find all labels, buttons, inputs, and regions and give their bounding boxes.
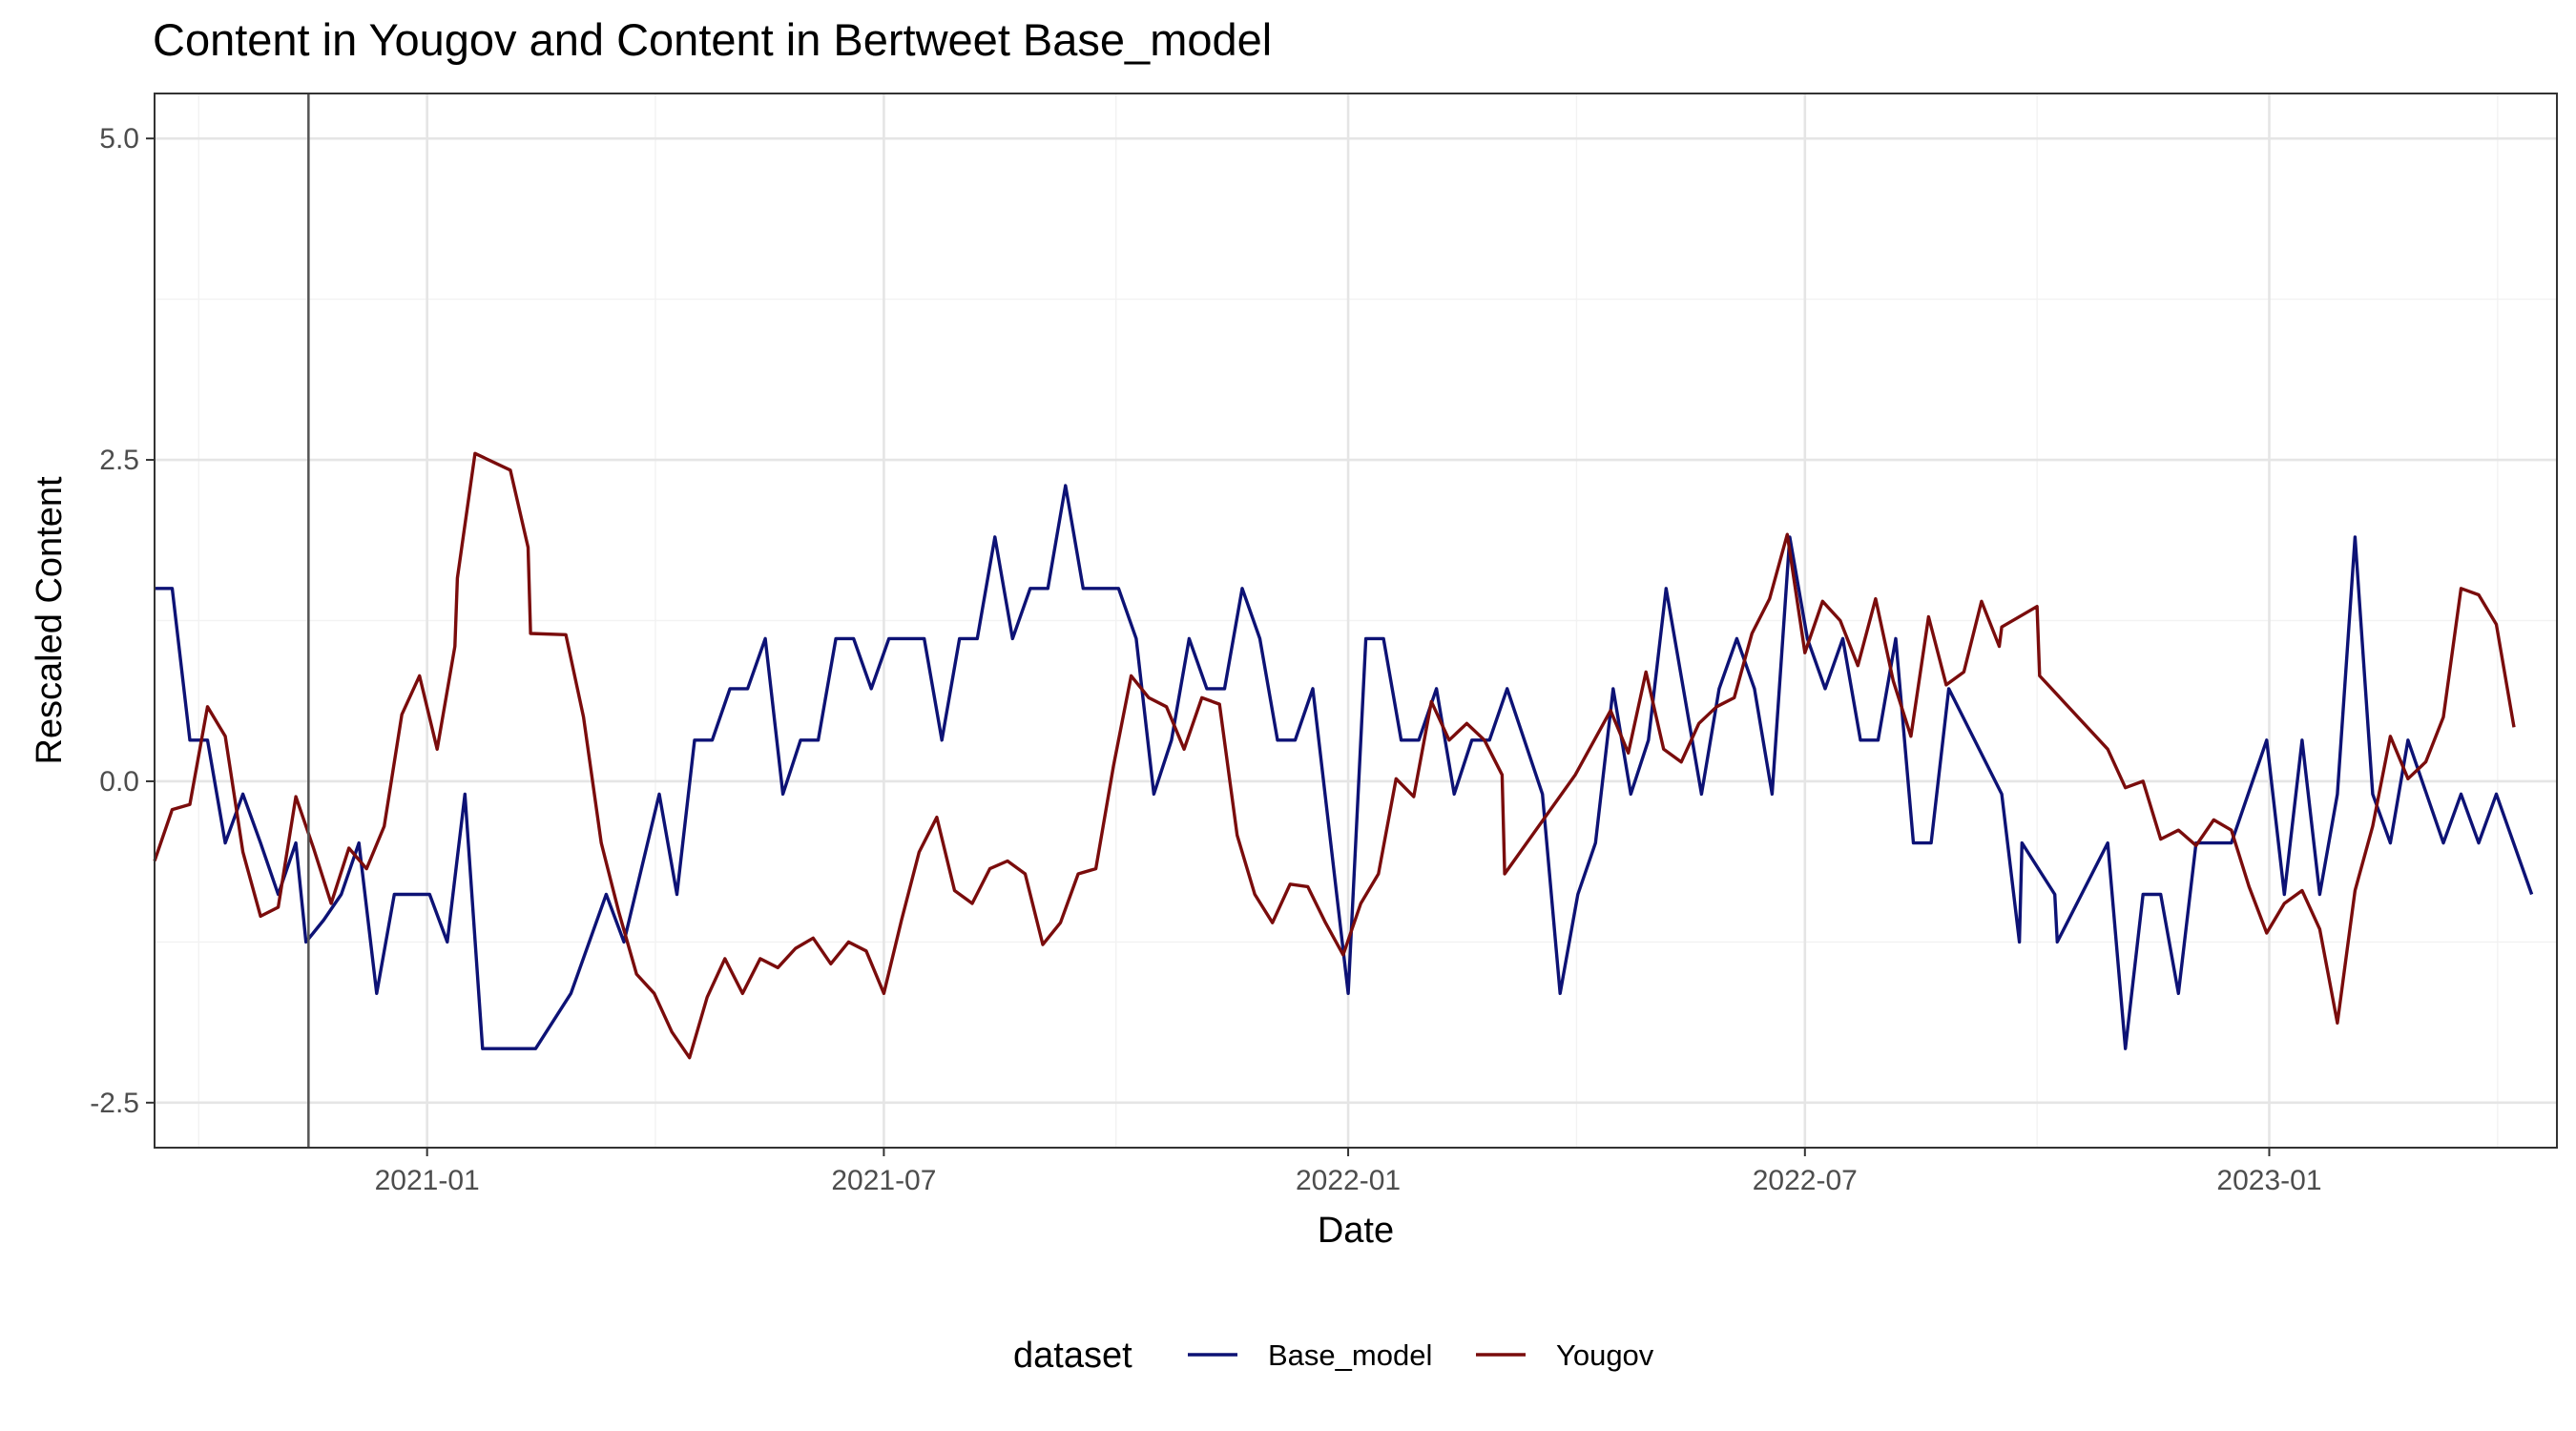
y-tick-label: 0.0: [99, 766, 139, 798]
x-axis-title: Date: [1318, 1211, 1394, 1251]
series-line-base-model: [155, 484, 2534, 1050]
x-tick-label: 2021-07: [831, 1165, 936, 1196]
legend-label-yougov: Yougov: [1556, 1338, 1654, 1372]
y-tick-label: 5.0: [99, 123, 139, 155]
x-tick-label: 2022-07: [1753, 1165, 1858, 1196]
series-layer: [153, 451, 2534, 1060]
axis-layer: -2.5 0.0 2.5 5.0 2021-01 2021-07 2022-01 2022-0…: [90, 123, 2321, 1196]
y-tick-label: -2.5: [90, 1088, 139, 1119]
panel-border: [154, 93, 2558, 1149]
x-tick-label: 2022-01: [1296, 1165, 1401, 1196]
series-line-yougov: [153, 451, 2516, 1060]
legend: dataset Base_model Yougov: [1013, 1336, 1654, 1376]
y-tick-label: 2.5: [99, 445, 139, 476]
grid-layer: [155, 93, 2557, 1148]
legend-title: dataset: [1013, 1336, 1132, 1376]
chart-title: Content in Yougov and Content in Bertwee…: [153, 14, 1272, 65]
x-tick-label: 2021-01: [375, 1165, 480, 1196]
legend-label-base-model: Base_model: [1268, 1338, 1432, 1372]
y-axis-title: Rescaled Content: [30, 476, 70, 765]
x-tick-label: 2023-01: [2216, 1165, 2321, 1196]
